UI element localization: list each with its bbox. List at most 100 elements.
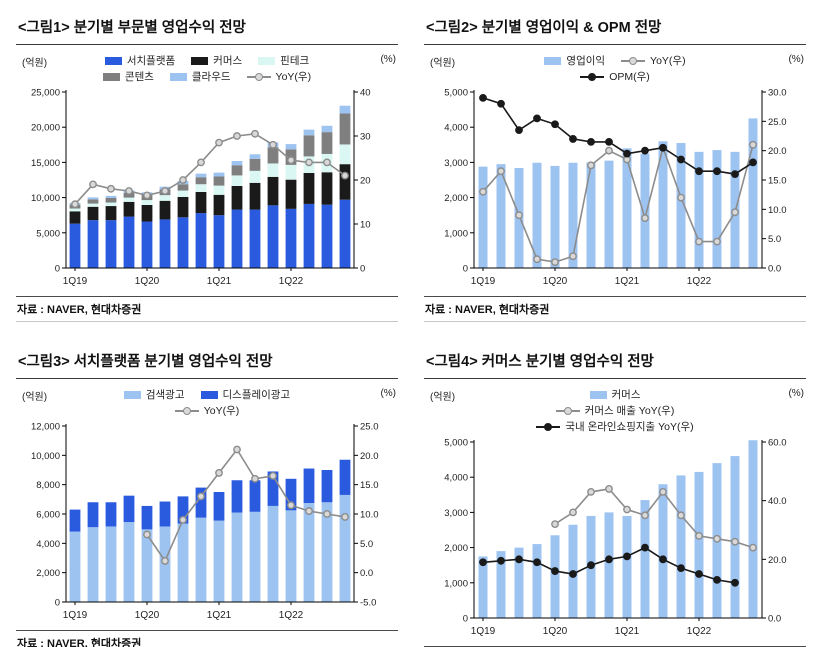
svg-text:1Q21: 1Q21 [615, 626, 640, 637]
bar [69, 531, 81, 602]
bar [568, 162, 578, 268]
chart-legend: 영업이익 YoY(우) OPM(우) [424, 53, 806, 84]
svg-text:20.0: 20.0 [768, 555, 787, 566]
chart-plot: 0 1,000 2,000 3,000 4,000 5,000 0.0 20.0 40.0 60.… [444, 438, 786, 638]
bar [231, 480, 243, 513]
svg-text:1Q20: 1Q20 [543, 276, 568, 287]
bar [87, 203, 99, 207]
figure1-chart: (억원) (%) 서치플랫폼 커머스 핀테크 콘텐츠 클라우드 YoY(우) 0 5,000 10,… [16, 45, 398, 288]
line-marker [695, 570, 703, 578]
bar [177, 184, 189, 191]
svg-text:8,000: 8,000 [36, 480, 60, 491]
left-axis-unit-label: (억원) [430, 58, 456, 69]
svg-text:20.0: 20.0 [360, 451, 379, 462]
bar [69, 208, 81, 212]
bar [213, 520, 225, 602]
bar [87, 502, 99, 528]
line-path [482, 97, 754, 175]
bar [123, 495, 135, 523]
bar [514, 547, 524, 618]
bar [267, 147, 279, 164]
bar [285, 510, 297, 602]
bar [213, 185, 225, 195]
bar [105, 502, 117, 527]
line-marker [251, 474, 259, 483]
legend-label: 국내 온라인쇼핑지출 YoY(우) [565, 421, 694, 433]
bar [123, 192, 135, 198]
bar [478, 556, 488, 618]
svg-text:4,000: 4,000 [36, 539, 60, 550]
line-marker [605, 485, 613, 493]
svg-text:2,000: 2,000 [444, 543, 468, 554]
bar [141, 505, 153, 530]
svg-text:1Q19: 1Q19 [63, 610, 88, 621]
chart-header: (억원) (%) 영업이익 YoY(우) OPM(우) [424, 51, 806, 84]
line-marker [659, 555, 667, 564]
legend-label: 커머스 [213, 55, 243, 67]
bar [69, 211, 81, 224]
chart-legend: 서치플랫폼 커머스 핀테크 콘텐츠 클라우드 YoY(우) [16, 53, 398, 84]
chart-header: (억원) (%) 검색광고 디스플레이광고 YoY(우) [16, 385, 398, 418]
axes: 0 1,000 2,000 3,000 4,000 5,000 0.0 20.0 40.0 60.… [444, 438, 786, 638]
bar [177, 190, 189, 197]
legend-swatch-icon [544, 56, 562, 65]
legend-item: 커머스 [191, 53, 242, 68]
bar [249, 511, 261, 602]
bar [195, 177, 207, 185]
bar [303, 503, 315, 602]
line-series-0 [551, 485, 757, 552]
legend-item: OPM(우) [580, 69, 650, 84]
line-marker [641, 511, 649, 520]
line-marker [587, 137, 595, 146]
line-marker [677, 511, 685, 520]
legend-item: 핀테크 [258, 53, 309, 68]
line-marker [179, 515, 187, 524]
figure4-title: <그림4> 커머스 분기별 영업수익 전망 [424, 348, 806, 379]
bar [532, 544, 542, 618]
bar [69, 223, 81, 268]
svg-text:1Q22: 1Q22 [687, 626, 712, 637]
bar [159, 501, 171, 527]
legend-swatch-icon [169, 72, 187, 81]
svg-text:10.0: 10.0 [360, 510, 379, 521]
bar [285, 208, 297, 268]
bar [87, 527, 99, 602]
bar [303, 468, 315, 503]
bar [303, 172, 315, 204]
bar [105, 197, 117, 203]
svg-text:1Q19: 1Q19 [471, 626, 496, 637]
svg-text:4,000: 4,000 [444, 123, 468, 134]
line-series-1 [479, 93, 757, 179]
bar [195, 184, 207, 192]
line-marker [641, 543, 649, 552]
bar [231, 160, 243, 166]
legend-item: 클라우드 [169, 69, 231, 84]
bar [339, 113, 351, 145]
line-marker [605, 137, 613, 146]
line-marker [713, 237, 721, 246]
legend-item: 국내 온라인쇼핑지출 YoY(우) [536, 419, 694, 434]
svg-text:5.0: 5.0 [360, 539, 373, 550]
right-axis-unit-label: (%) [788, 388, 804, 399]
chart-legend: 검색광고 디스플레이광고 YoY(우) [16, 387, 398, 418]
legend-label: 커머스 매출 YoY(우) [584, 405, 675, 417]
figure3-source: 자료 : NAVER, 현대차증권 [16, 630, 398, 647]
legend-label: 커머스 [611, 389, 641, 401]
bar [87, 206, 99, 221]
left-axis-unit-label: (억원) [430, 392, 456, 403]
bar [231, 512, 243, 602]
bar [231, 209, 243, 268]
line-marker [197, 158, 205, 167]
bar [177, 217, 189, 268]
line-marker [587, 487, 595, 496]
svg-text:60.0: 60.0 [768, 438, 787, 449]
chart-plot: 0 1,000 2,000 3,000 4,000 5,000 0.0 5.0 10.0 15.0… [444, 88, 786, 288]
bar [123, 201, 135, 217]
legend-label: YoY(우) [275, 71, 312, 83]
bar [285, 478, 297, 511]
bar [249, 154, 261, 159]
line-marker [269, 140, 277, 149]
bar [303, 135, 315, 157]
svg-text:3,000: 3,000 [444, 158, 468, 169]
